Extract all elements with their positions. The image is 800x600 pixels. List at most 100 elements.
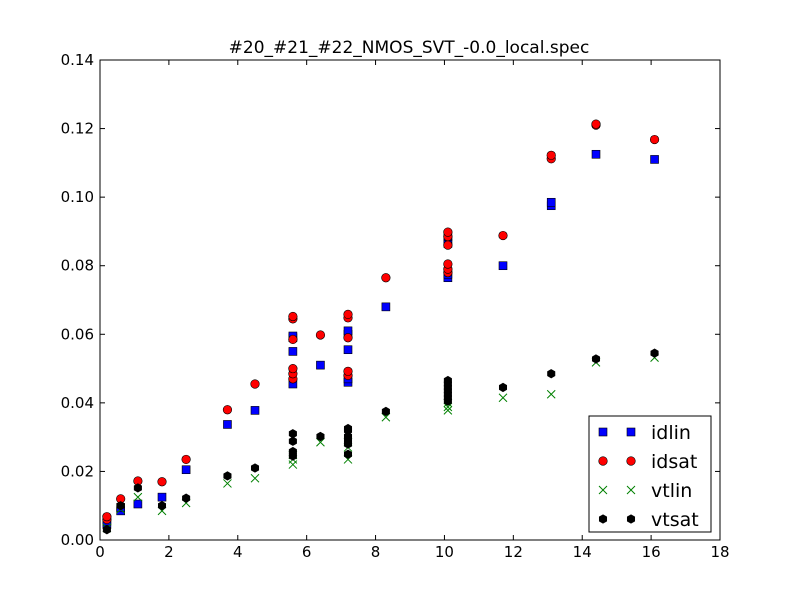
data-point-idsat: [443, 240, 453, 250]
data-point-idsat: [222, 405, 233, 415]
data-point-vtsat: [250, 463, 260, 473]
series-vtsat: [102, 348, 659, 535]
y-tick-label: 0.06: [61, 325, 94, 343]
x-tick-label: 12: [504, 543, 523, 561]
y-tick-label: 0.12: [61, 120, 94, 138]
x-tick-label: 18: [710, 543, 729, 561]
chart-title: #20_#21_#22_NMOS_SVT_-0.0_local.spec: [229, 38, 590, 58]
legend-label: idsat: [651, 451, 697, 473]
data-point-vtsat: [288, 436, 297, 446]
data-point-idlin: [343, 345, 353, 355]
x-tick-label: 2: [164, 543, 174, 561]
legend-box: [588, 415, 712, 533]
y-axis-tick-labels: 0.00 0.02 0.04 0.06 0.08 0.10 0.12 0.14: [61, 51, 94, 549]
legend-label: vtsat: [651, 509, 699, 531]
data-point-vtlin: [443, 406, 453, 415]
x-tick-label: 0: [95, 543, 105, 561]
data-point-vtsat: [102, 525, 111, 535]
y-tick-label: 0.00: [61, 531, 94, 549]
data-point-vtsat: [547, 369, 556, 379]
legend-marker-vtlin: [626, 485, 636, 495]
data-point-vtsat: [650, 348, 659, 358]
data-point-idsat: [343, 333, 353, 343]
data-point-idsat: [288, 311, 298, 322]
data-point-idsat: [443, 227, 453, 237]
data-point-idsat: [315, 330, 326, 340]
data-point-idlin: [316, 360, 325, 370]
legend-marker-idsat: [626, 456, 636, 466]
data-point-vtlin: [546, 389, 556, 399]
legend-marker-idsat: [598, 456, 608, 466]
data-point-vtlin: [443, 402, 453, 412]
axis-ticks: [99, 59, 721, 541]
data-point-vtsat: [443, 375, 452, 386]
data-point-vtsat: [223, 471, 232, 481]
data-point-vtsat: [133, 483, 142, 493]
legend-item-idlin: idlin: [598, 422, 691, 444]
data-point-idlin: [250, 406, 260, 415]
data-point-idsat: [181, 454, 191, 465]
data-point-vtsat: [498, 382, 508, 393]
data-point-idsat: [591, 119, 601, 129]
legend: idlin idsat vtlin vtsat: [588, 415, 712, 533]
data-point-vtlin: [498, 393, 508, 403]
data-point-vtsat: [343, 423, 353, 434]
data-point-idsat: [343, 366, 353, 376]
data-point-vtsat: [381, 406, 390, 417]
data-point-vtsat: [157, 501, 167, 511]
data-point-idlin: [546, 197, 556, 207]
data-point-idlin: [650, 155, 659, 164]
data-point-vtsat: [316, 431, 325, 442]
y-tick-label: 0.04: [61, 394, 94, 412]
data-point-vtsat: [343, 431, 353, 442]
x-tick-label: 16: [642, 543, 661, 561]
legend-item-vtsat: vtsat: [598, 509, 699, 531]
x-tick-label: 10: [435, 543, 454, 561]
data-point-vtlin: [381, 412, 391, 422]
data-point-vtlin: [316, 437, 325, 447]
legend-marker-idlin: [598, 427, 608, 437]
data-point-idsat: [288, 363, 298, 374]
data-point-vtlin: [223, 479, 232, 488]
data-point-idsat: [443, 259, 453, 269]
data-point-idlin: [591, 149, 601, 159]
data-point-idlin: [288, 347, 298, 356]
data-points: [102, 119, 660, 535]
x-tick-label: 6: [302, 543, 312, 561]
x-tick-label: 14: [573, 543, 592, 561]
data-point-idlin: [133, 499, 143, 509]
data-point-vtsat: [288, 446, 297, 457]
data-point-vtsat: [182, 493, 191, 503]
data-point-idsat: [102, 512, 112, 522]
data-point-idsat: [381, 273, 391, 283]
x-tick-label: 8: [371, 543, 381, 561]
data-point-vtlin: [133, 492, 143, 502]
y-tick-label: 0.08: [61, 257, 94, 275]
data-point-idsat: [343, 309, 353, 320]
legend-item-vtlin: vtlin: [598, 480, 692, 502]
data-point-idsat: [546, 150, 556, 160]
data-point-idlin: [157, 492, 167, 502]
legend-marker-vtlin: [598, 485, 608, 495]
legend-label: idlin: [651, 422, 691, 444]
data-point-idsat: [157, 477, 167, 487]
data-point-idlin: [498, 261, 508, 271]
data-point-vtsat: [591, 354, 601, 364]
data-point-vtsat: [288, 429, 297, 439]
data-point-idlin: [381, 302, 391, 312]
legend-marker-vtsat: [626, 514, 636, 524]
data-point-idlin: [181, 465, 191, 475]
y-tick-label: 0.10: [61, 188, 94, 206]
legend-marker-idlin: [626, 427, 636, 437]
series-idsat: [102, 119, 660, 525]
legend-marker-vtsat: [598, 514, 608, 524]
data-point-idlin: [223, 420, 232, 429]
data-point-idsat: [498, 230, 508, 241]
x-tick-label: 4: [233, 543, 243, 561]
data-point-vtsat: [116, 501, 125, 511]
data-point-idsat: [288, 334, 298, 345]
x-axis-tick-labels: 0 2 4 6 8 10 12 14 16 18: [95, 543, 729, 561]
data-point-idsat: [250, 379, 260, 389]
data-point-vtlin: [250, 473, 260, 483]
